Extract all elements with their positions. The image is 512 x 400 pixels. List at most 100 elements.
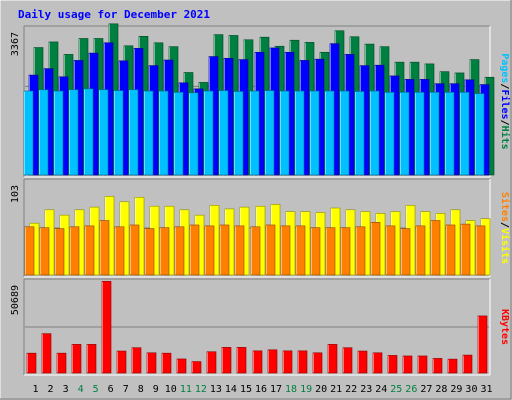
bar-sites-day-19 <box>295 225 306 276</box>
x-tick-label-13: 13 <box>210 384 222 395</box>
x-tick-label-1: 1 <box>33 384 39 395</box>
bar-sites-day-24 <box>370 222 381 276</box>
legend-files: Files <box>499 89 511 119</box>
bar-sites-day-16 <box>250 226 261 276</box>
bar-pages-day-3 <box>53 90 64 176</box>
bar-sites-day-15 <box>234 225 245 276</box>
bar-pages-day-13 <box>203 90 214 176</box>
bar-sites-day-20 <box>310 227 321 276</box>
bar-sites-day-25 <box>385 225 396 276</box>
x-tick-label-28: 28 <box>435 384 447 395</box>
bar-pages-day-20 <box>309 90 320 176</box>
legend-hits-files-pages: Pages/Files/Hits <box>499 53 511 149</box>
bar-kbytes-day-18 <box>282 350 293 374</box>
x-tick-label-12: 12 <box>195 384 207 395</box>
bar-kbytes-day-2 <box>41 333 52 374</box>
bar-pages-day-18 <box>279 90 290 176</box>
x-axis-labels: 1 2 3 4 5 6 7 8 9 10 11 12 13 14 15 16 17 18 19 20 21 22 23 24 2… <box>33 384 493 395</box>
series-hits <box>33 23 495 176</box>
legend-separator: / <box>499 83 510 89</box>
legend-separator: / <box>499 120 510 126</box>
panel-hits-files-pages: 3367 Pages/Files/Hits <box>10 23 511 178</box>
bar-pages-day-31 <box>474 93 485 176</box>
bar-pages-day-28 <box>429 92 440 176</box>
y-max-label: 3367 <box>10 32 21 56</box>
bar-sites-day-6 <box>99 220 110 276</box>
bar-kbytes-day-8 <box>131 347 142 374</box>
bar-sites-day-10 <box>159 227 170 276</box>
x-tick-label-23: 23 <box>360 384 372 395</box>
bar-sites-day-1 <box>24 226 35 276</box>
bar-sites-day-18 <box>280 225 291 276</box>
bar-kbytes-day-29 <box>447 358 458 374</box>
legend-visits-sites: Sites/Visits <box>499 192 511 264</box>
x-tick-label-16: 16 <box>255 384 267 395</box>
x-tick-label-21: 21 <box>330 384 342 395</box>
bar-kbytes-day-16 <box>252 350 263 374</box>
bar-sites-day-7 <box>114 226 125 276</box>
panel-kbytes: 50689 KBytes <box>10 278 510 376</box>
x-tick-label-30: 30 <box>465 384 477 395</box>
bar-sites-day-27 <box>415 225 426 276</box>
chart-title: Daily usage for December 2021 <box>18 8 210 21</box>
x-tick-label-19: 19 <box>300 384 312 395</box>
x-tick-label-29: 29 <box>450 384 462 395</box>
legend-kbytes: KBytes <box>499 309 510 345</box>
bar-sites-day-3 <box>54 228 65 276</box>
bar-sites-day-13 <box>204 225 215 276</box>
bar-sites-day-17 <box>265 224 276 276</box>
series-sites <box>24 220 486 276</box>
bar-pages-day-7 <box>113 90 124 176</box>
x-tick-label-9: 9 <box>153 384 159 395</box>
bar-pages-day-19 <box>294 90 305 176</box>
series-kbytes <box>26 281 488 374</box>
bar-kbytes-day-30 <box>462 354 473 374</box>
x-tick-label-3: 3 <box>63 384 69 395</box>
x-tick-label-20: 20 <box>315 384 327 395</box>
bar-kbytes-day-15 <box>236 347 247 374</box>
x-tick-label-22: 22 <box>345 384 357 395</box>
bar-kbytes-day-9 <box>146 352 157 374</box>
bar-sites-day-28 <box>430 220 441 276</box>
x-tick-label-25: 25 <box>390 384 402 395</box>
bar-pages-day-16 <box>249 90 260 176</box>
bar-pages-day-1 <box>23 90 34 176</box>
legend-separator: / <box>499 222 510 228</box>
bar-sites-day-2 <box>39 227 50 276</box>
bar-kbytes-day-25 <box>387 355 398 374</box>
bar-kbytes-day-24 <box>372 352 383 374</box>
bar-sites-day-9 <box>144 228 155 276</box>
bar-kbytes-day-26 <box>402 355 413 374</box>
x-tick-label-5: 5 <box>93 384 99 395</box>
bar-sites-day-4 <box>69 226 80 276</box>
bar-kbytes-day-13 <box>206 351 217 374</box>
x-tick-label-26: 26 <box>405 384 417 395</box>
bar-sites-day-12 <box>189 224 200 276</box>
bar-sites-day-8 <box>129 224 140 276</box>
bar-sites-day-23 <box>355 226 366 276</box>
bar-kbytes-day-1 <box>26 352 37 374</box>
bar-pages-day-4 <box>68 89 79 176</box>
bar-pages-day-15 <box>233 91 244 176</box>
x-tick-label-7: 7 <box>123 384 129 395</box>
bar-kbytes-day-7 <box>116 350 127 374</box>
bar-pages-day-8 <box>128 89 139 176</box>
bar-sites-day-5 <box>84 225 95 276</box>
bar-pages-day-29 <box>444 92 455 176</box>
x-tick-label-14: 14 <box>225 384 237 395</box>
bar-sites-day-29 <box>445 224 456 276</box>
bar-kbytes-day-11 <box>176 358 187 374</box>
bar-sites-day-31 <box>475 225 486 276</box>
bar-pages-day-10 <box>158 90 169 176</box>
x-tick-label-11: 11 <box>180 384 192 395</box>
bar-kbytes-day-17 <box>267 349 278 374</box>
bar-kbytes-day-4 <box>71 344 82 374</box>
bar-pages-day-9 <box>143 90 154 176</box>
bar-pages-day-23 <box>354 91 365 176</box>
x-tick-label-24: 24 <box>375 384 387 395</box>
bar-pages-day-5 <box>83 88 94 176</box>
bar-kbytes-day-3 <box>56 352 67 374</box>
x-tick-label-8: 8 <box>138 384 144 395</box>
